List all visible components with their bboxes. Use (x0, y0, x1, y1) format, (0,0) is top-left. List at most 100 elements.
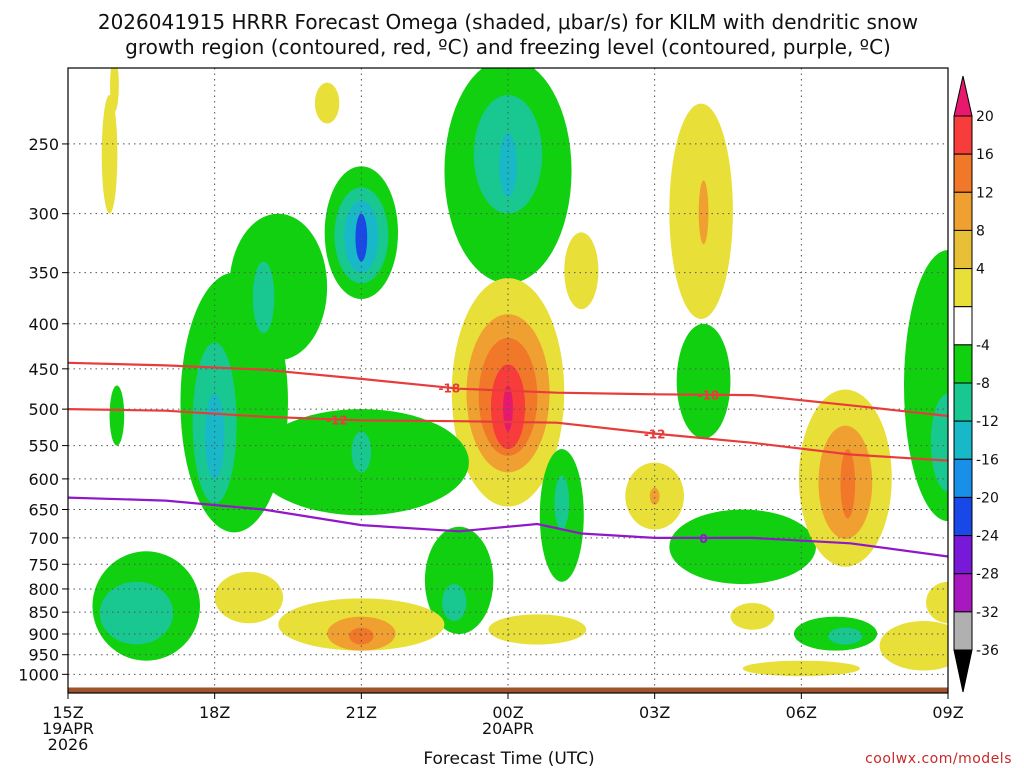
ytick-label-250: 250 (28, 135, 59, 154)
omega-blob-1630z-low--8 (99, 581, 174, 645)
xtick-label-3-0: 00Z (492, 703, 523, 722)
colorbar-bottom-arrow (953, 649, 973, 693)
contour-line-temp-1 (68, 408, 948, 462)
ytick-label-1000: 1000 (18, 665, 59, 684)
ytick-label-850: 850 (28, 603, 59, 622)
ytick-label-500: 500 (28, 400, 59, 419)
omega-blob-top-left-4b (110, 68, 119, 113)
colorbar-segment-6 (953, 344, 973, 384)
colorbar-segment-0 (953, 115, 973, 155)
y-axis-ticks: 250 300 350 400 450 500 550 600 650 700 750 800 850 9… (18, 135, 68, 684)
omega-blob-0030z-column--8 (554, 475, 570, 530)
colorbar-label-10: -24 (976, 529, 999, 545)
ytick-label-450: 450 (28, 360, 59, 379)
omega-blob-upper-left-arc--8 (252, 261, 275, 334)
contour-line-temp-0 (68, 361, 948, 418)
chart-title-line-2: growth region (contoured, red, ºC) and f… (125, 35, 891, 59)
colorbar-segment-3 (953, 229, 973, 270)
omega-blob-left-column--12 (204, 393, 225, 479)
contour-line-freezing-2 (68, 496, 948, 558)
omega-blob-0630z-low--8 (828, 627, 863, 645)
omega-blob-09z-right--8 (930, 393, 948, 492)
colorbar-label-1: 16 (976, 147, 994, 163)
omega-blob-00z-mid-20 (503, 385, 513, 432)
colorbar-segment-12 (953, 573, 973, 613)
contour-label-2-0: 0 (699, 532, 707, 546)
colorbar-label-5: -4 (976, 338, 990, 354)
omega-blob-21z-upper--20 (355, 213, 368, 262)
colorbar-label-4: 4 (976, 262, 985, 278)
colorbar-segment-9 (953, 458, 973, 498)
omega-blob-0430z-low--4 (669, 509, 817, 585)
colorbar-segment-7 (953, 382, 973, 422)
ytick-label-750: 750 (28, 555, 59, 574)
colorbar: 20 16 12 8 4 -4 -8 -12 -16 -20 -24 -28 -32 -36 (953, 75, 999, 693)
ytick-label-300: 300 (28, 205, 59, 224)
colorbar-label-7: -12 (976, 414, 999, 430)
omega-blob-21z-low-12 (349, 627, 374, 645)
ytick-label-650: 650 (28, 501, 59, 520)
omega-blob-0430z-low2-4 (730, 603, 775, 630)
xtick-label-4-0: 03Z (639, 703, 670, 722)
omega-blob-21z-mid--8 (351, 431, 372, 473)
xtick-label-2-0: 21Z (346, 703, 377, 722)
contour-label-1-0: -12 (326, 414, 348, 428)
ytick-label-550: 550 (28, 437, 59, 456)
omega-blob-00z-low-4 (488, 614, 587, 645)
colorbar-label-12: -32 (976, 605, 999, 621)
colorbar-segment-8 (953, 420, 973, 460)
ytick-label-800: 800 (28, 580, 59, 599)
xtick-label-5-0: 06Z (786, 703, 817, 722)
colorbar-segment-1 (953, 153, 973, 193)
ytick-label-950: 950 (28, 646, 59, 665)
chart-title-line-1: 2026041915 HRRR Forecast Omega (shaded, … (98, 10, 918, 34)
xtick-label-3-1: 20APR (482, 719, 534, 738)
xtick-label-0-1: 19APR (42, 719, 94, 738)
omega-blob-07z-mid-12 (840, 449, 856, 519)
contour-label-1-1: -12 (644, 428, 666, 442)
contour-label-0-0: -18 (438, 382, 460, 396)
colorbar-label-6: -8 (976, 376, 990, 392)
omega-blob-2230z-low--8 (442, 584, 467, 622)
colorbar-label-2: 12 (976, 185, 994, 201)
colorbar-label-8: -16 (976, 452, 999, 468)
colorbar-label-11: -28 (976, 567, 999, 583)
colorbar-label-0: 20 (976, 109, 994, 125)
x-axis-label: Forecast Time (UTC) (423, 749, 594, 768)
contour-lines-layer: -18 -18 -12 -12 0 (68, 361, 948, 558)
colorbar-label-13: -36 (976, 643, 999, 659)
omega-blob-0330z-mid--4 (676, 323, 731, 439)
xtick-label-1-0: 18Z (199, 703, 230, 722)
omega-blob-near-21z-top-4 (314, 82, 340, 124)
omega-blob-18z-low-4 (214, 571, 284, 624)
terrain-strip (68, 687, 948, 693)
ytick-label-400: 400 (28, 315, 59, 334)
ytick-label-700: 700 (28, 529, 59, 548)
credit-text: coolwx.com/models (865, 751, 1012, 767)
omega-blob-0130z-small-4 (564, 232, 599, 310)
omega-blob-left-small--4 (109, 385, 125, 446)
xtick-label-6-0: 09Z (932, 703, 963, 722)
colorbar-segment-11 (953, 535, 973, 575)
colorbar-label-3: 8 (976, 223, 985, 239)
ytick-label-350: 350 (28, 264, 59, 283)
omega-blob-0330z-top-8 (698, 180, 709, 245)
omega-blob-top-left-4 (101, 95, 118, 214)
colorbar-top-arrow (953, 75, 973, 117)
xtick-label-0-2: 2026 (48, 735, 89, 754)
grid-layer (68, 68, 948, 693)
ytick-label-600: 600 (28, 470, 59, 489)
omega-blob-upper-left-arc--4 (229, 213, 328, 361)
omega-blob-09z-low-4 (926, 581, 948, 624)
colorbar-segment-4 (953, 268, 973, 308)
colorbar-segment-10 (953, 496, 973, 537)
omega-blob-00z-top--12 (499, 133, 517, 197)
colorbar-segment-5 (953, 306, 973, 346)
ytick-label-900: 900 (28, 625, 59, 644)
colorbar-segment-2 (953, 191, 973, 231)
contour-label-0-1: -18 (698, 389, 720, 403)
colorbar-label-9: -20 (976, 490, 999, 506)
omega-blob-2230z-low--4 (424, 526, 494, 635)
